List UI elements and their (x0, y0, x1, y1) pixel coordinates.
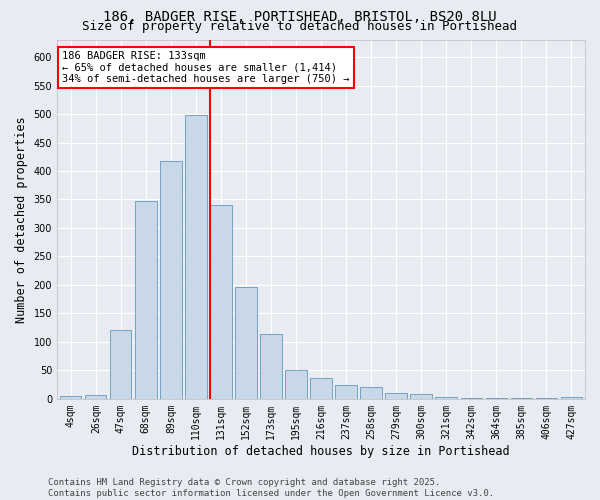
Bar (60, 396, 82, 399)
Y-axis label: Number of detached properties: Number of detached properties (15, 116, 28, 322)
Bar (385, 393, 407, 399)
Bar (361, 388, 382, 399)
Bar (85, 396, 106, 399)
Bar (286, 370, 307, 399)
Bar (335, 384, 356, 399)
Bar (160, 161, 182, 399)
Bar (260, 334, 281, 399)
Bar (511, 398, 532, 399)
Text: 186, BADGER RISE, PORTISHEAD, BRISTOL, BS20 8LU: 186, BADGER RISE, PORTISHEAD, BRISTOL, B… (103, 10, 497, 24)
Bar (536, 398, 557, 399)
Text: Size of property relative to detached houses in Portishead: Size of property relative to detached ho… (83, 20, 517, 33)
X-axis label: Distribution of detached houses by size in Portishead: Distribution of detached houses by size … (132, 444, 510, 458)
Bar (410, 394, 432, 399)
Bar (461, 398, 482, 399)
Bar (560, 396, 582, 399)
Bar (235, 286, 257, 399)
Bar (110, 330, 131, 399)
Bar (485, 398, 507, 399)
Text: 186 BADGER RISE: 133sqm
← 65% of detached houses are smaller (1,414)
34% of semi: 186 BADGER RISE: 133sqm ← 65% of detache… (62, 51, 350, 84)
Text: Contains HM Land Registry data © Crown copyright and database right 2025.
Contai: Contains HM Land Registry data © Crown c… (48, 478, 494, 498)
Bar (185, 115, 206, 399)
Bar (210, 205, 232, 399)
Bar (135, 200, 157, 399)
Bar (310, 378, 332, 399)
Bar (436, 396, 457, 399)
